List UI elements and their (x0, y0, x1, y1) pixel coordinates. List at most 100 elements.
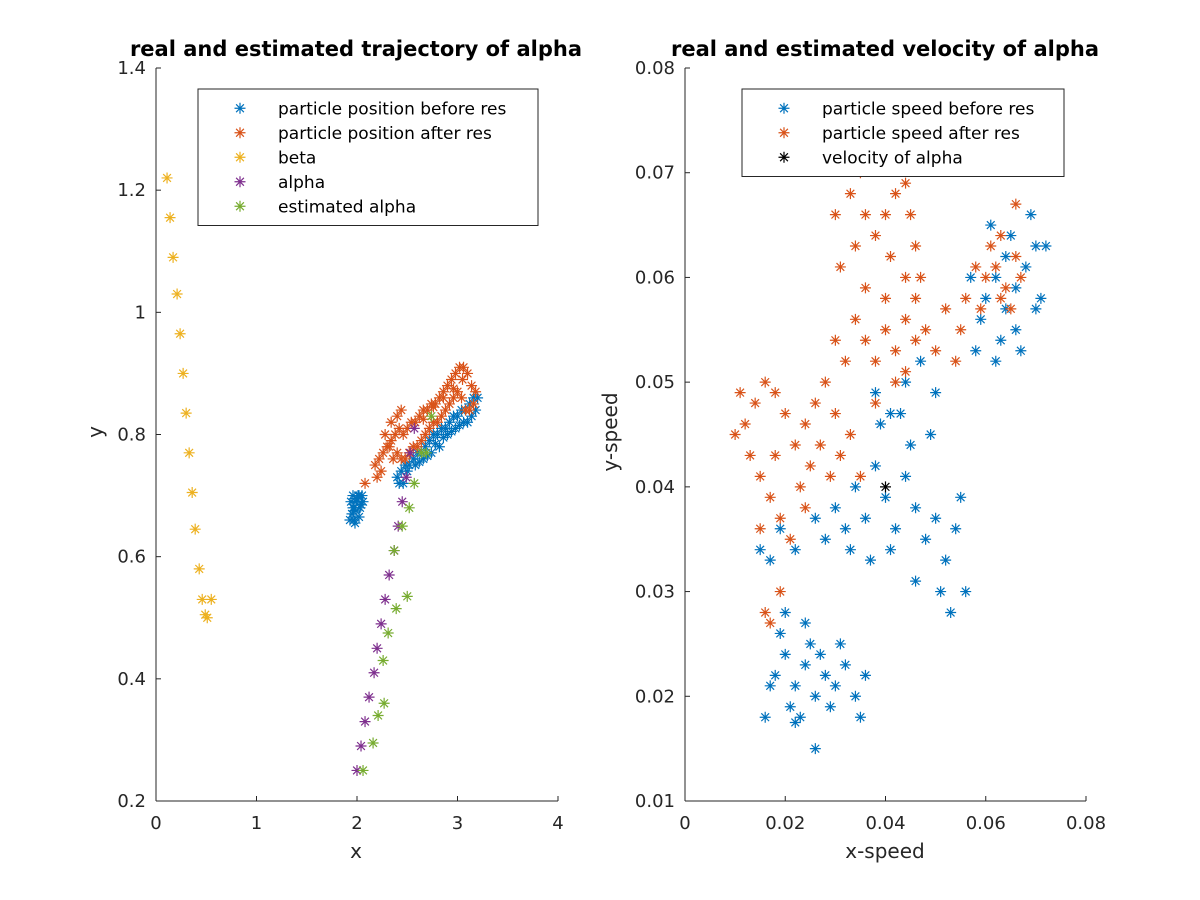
velocity-series-0 (754, 209, 1052, 755)
data-point (1010, 250, 1022, 262)
data-point (391, 410, 403, 422)
data-point (454, 419, 466, 431)
data-point (869, 230, 881, 242)
trajectory-plot-title: real and estimated trajectory of alpha (130, 37, 582, 61)
trajectory-x-tick-label: 0 (150, 813, 161, 834)
data-point (774, 586, 786, 598)
data-point (910, 240, 922, 252)
data-point (814, 439, 826, 451)
data-point (885, 408, 897, 420)
data-point (819, 669, 831, 681)
trajectory-legend-label: estimated alpha (278, 197, 416, 217)
data-point (177, 367, 189, 379)
data-point (470, 386, 482, 398)
data-point (354, 502, 366, 514)
data-point (395, 465, 407, 477)
data-point (779, 607, 791, 619)
data-point (180, 407, 192, 419)
data-point (859, 669, 871, 681)
data-point (990, 355, 1002, 367)
data-point (789, 439, 801, 451)
data-point (990, 271, 1002, 283)
velocity-x-tick-label: 0.08 (1066, 813, 1106, 834)
data-point (859, 282, 871, 294)
data-point (900, 376, 912, 388)
trajectory-x-axis-label: x (350, 839, 362, 863)
data-point (395, 453, 407, 465)
data-point (900, 366, 912, 378)
data-point (186, 487, 198, 499)
data-point (764, 491, 776, 503)
trajectory-y-axis-label: y (83, 426, 107, 438)
data-point (980, 292, 992, 304)
data-point (885, 250, 897, 262)
velocity-y-tick-label: 0.05 (635, 372, 675, 393)
data-point (1015, 271, 1027, 283)
velocity-legend-marker (778, 102, 790, 114)
data-point (809, 690, 821, 702)
data-point (437, 386, 449, 398)
data-point (355, 499, 367, 511)
data-point (829, 680, 841, 692)
data-point (472, 392, 484, 404)
data-point (849, 240, 861, 252)
data-point (383, 441, 395, 453)
data-point (859, 334, 871, 346)
data-point (985, 219, 997, 231)
data-point (357, 764, 369, 776)
trajectory-legend: particle position before res particle pos… (197, 88, 539, 226)
data-point (407, 441, 419, 453)
trajectory-x-tick-label: 4 (552, 813, 563, 834)
data-point (1030, 240, 1042, 252)
velocity-legend: particle speed before res particle speed … (741, 88, 1065, 177)
data-point (950, 523, 962, 535)
data-point (829, 334, 841, 346)
data-point (457, 374, 469, 386)
data-point (1015, 345, 1027, 357)
data-point (164, 212, 176, 224)
data-point (769, 387, 781, 399)
data-point (423, 435, 435, 447)
data-point (419, 441, 431, 453)
data-point (925, 429, 937, 440)
data-point (985, 240, 997, 252)
data-point (995, 334, 1007, 346)
data-point (950, 355, 962, 367)
data-point (437, 392, 449, 404)
data-point (456, 392, 468, 404)
data-point (373, 453, 385, 465)
data-point (447, 392, 459, 404)
data-point (930, 387, 942, 399)
data-point (809, 743, 821, 755)
data-point (353, 511, 365, 523)
data-point (196, 593, 208, 605)
data-point (439, 404, 451, 416)
data-point (880, 324, 891, 336)
velocity-plot: real and estimated velocity of alpha 0 0.… (598, 37, 1106, 863)
velocity-y-tick-label: 0.02 (635, 686, 675, 707)
data-point (427, 401, 439, 413)
data-point (441, 380, 453, 392)
data-point (1010, 324, 1022, 336)
trajectory-axes (155, 68, 558, 802)
trajectory-y-tick-label: 1.4 (117, 58, 146, 79)
data-point (345, 496, 357, 508)
data-point (368, 667, 380, 679)
data-point (1010, 282, 1022, 294)
data-point (900, 470, 912, 482)
velocity-x-tick-label: 0.06 (966, 813, 1006, 834)
data-point (819, 376, 831, 388)
data-point (809, 512, 821, 524)
trajectory-series-0 (344, 392, 484, 529)
data-point (357, 496, 369, 508)
data-point (789, 680, 801, 692)
velocity-y-ticks: 0.01 0.02 0.03 0.04 0.05 0.06 0.07 0.08 (635, 58, 690, 812)
data-point (1000, 282, 1012, 294)
velocity-legend-label: particle speed before res (822, 99, 1034, 119)
data-point (930, 345, 942, 357)
data-point (355, 740, 367, 752)
data-point (385, 435, 397, 447)
data-point (880, 481, 891, 493)
data-point (167, 251, 179, 263)
data-point (859, 209, 871, 221)
